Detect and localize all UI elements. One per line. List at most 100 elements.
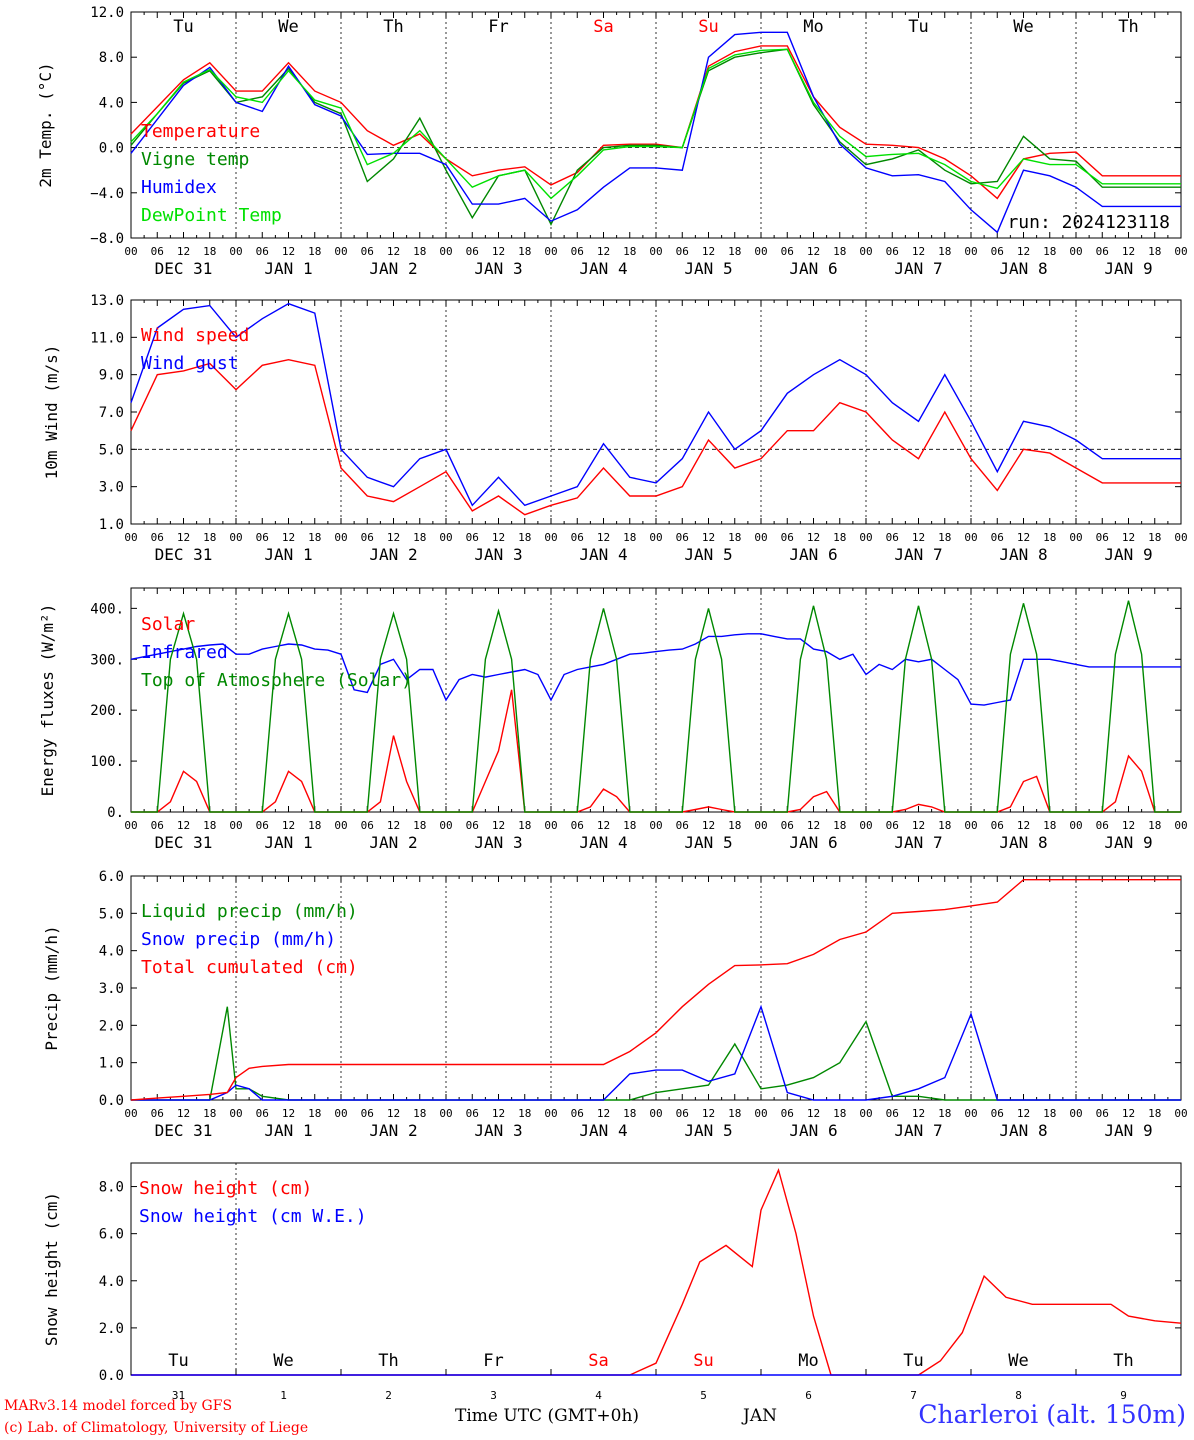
hour-tick-label: 00 <box>1069 245 1082 258</box>
hour-tick-label: 00 <box>439 245 452 258</box>
date-label: DEC 31 <box>155 1121 213 1140</box>
hour-tick-label: 00 <box>1069 819 1082 832</box>
hour-tick-label: 18 <box>728 1107 741 1120</box>
hour-tick-label: 12 <box>1122 245 1135 258</box>
day-number-label: 1 <box>280 1389 287 1402</box>
hour-tick-label: 06 <box>466 819 479 832</box>
hour-tick-label: 12 <box>1122 531 1135 544</box>
hour-tick-label: 18 <box>623 1107 636 1120</box>
date-label: JAN 9 <box>1104 833 1152 852</box>
hour-tick-label: 18 <box>938 819 951 832</box>
run-label: run: 2024123118 <box>1007 212 1170 233</box>
y-tick-label: 4.0 <box>99 944 124 960</box>
weekday-label: We <box>1013 17 1033 37</box>
date-label: JAN 6 <box>789 833 837 852</box>
weekday-label: Su <box>693 1351 713 1371</box>
hour-tick-label: 12 <box>1122 819 1135 832</box>
hour-tick-label: 00 <box>544 819 557 832</box>
hour-tick-label: 00 <box>229 245 242 258</box>
hour-tick-label: 00 <box>649 1107 662 1120</box>
hour-tick-label: 18 <box>1148 531 1161 544</box>
legend-entry: Total cumulated (cm) <box>141 957 358 978</box>
hour-tick-label: 12 <box>282 819 295 832</box>
date-label: JAN 6 <box>789 1121 837 1140</box>
date-label: JAN 6 <box>789 545 837 564</box>
hour-tick-label: 18 <box>728 819 741 832</box>
hour-tick-label: 06 <box>991 245 1004 258</box>
y-tick-label: 100. <box>90 754 124 770</box>
hour-tick-label: 06 <box>256 531 269 544</box>
hour-tick-label: 00 <box>859 819 872 832</box>
hour-tick-label: 06 <box>1096 531 1109 544</box>
hour-tick-label: 00 <box>544 531 557 544</box>
hour-tick-label: 06 <box>466 245 479 258</box>
y-tick-label: 12.0 <box>90 5 124 21</box>
hour-tick-label: 18 <box>203 819 216 832</box>
hour-tick-label: 18 <box>1148 245 1161 258</box>
date-label: JAN 2 <box>369 833 417 852</box>
hour-tick-label: 18 <box>1043 819 1056 832</box>
hour-tick-label: 18 <box>833 531 846 544</box>
hour-tick-label: 00 <box>1174 531 1187 544</box>
legend-entry: Wind gust <box>141 353 239 374</box>
y-axis-title: Precip (mm/h) <box>42 925 61 1050</box>
weekday-label: We <box>1008 1351 1028 1371</box>
y-tick-label: 8.0 <box>99 50 124 66</box>
date-label: JAN 6 <box>789 259 837 278</box>
panel-3: 00 06 12 18 00 06 12 18 00 06 12 18 00 06 12 18 00 06 12 18… <box>38 587 1188 852</box>
hour-tick-label: 00 <box>124 1107 137 1120</box>
hour-tick-label: 18 <box>728 531 741 544</box>
date-label: JAN 4 <box>579 259 627 278</box>
hour-tick-label: 00 <box>124 245 137 258</box>
hour-tick-label: 06 <box>256 245 269 258</box>
y-tick-label: 6.0 <box>99 869 124 885</box>
station-label: Charleroi (alt. 150m) <box>918 1400 1186 1429</box>
date-label: JAN 3 <box>474 833 522 852</box>
y-tick-label: 9.0 <box>99 368 124 384</box>
hour-tick-label: 18 <box>728 245 741 258</box>
hour-tick-label: 00 <box>754 1107 767 1120</box>
hour-tick-label: 00 <box>124 531 137 544</box>
hour-tick-label: 18 <box>203 245 216 258</box>
y-tick-label: 0.0 <box>99 141 124 157</box>
hour-tick-label: 00 <box>649 819 662 832</box>
day-number-label: 4 <box>595 1389 602 1402</box>
hour-tick-label: 18 <box>203 531 216 544</box>
hour-tick-label: 18 <box>518 819 531 832</box>
y-tick-label: 3.0 <box>99 981 124 997</box>
hour-tick-label: 12 <box>387 1107 400 1120</box>
date-label: JAN 5 <box>684 1121 732 1140</box>
legend-entry: Snow height (cm W.E.) <box>139 1206 367 1227</box>
hour-tick-label: 12 <box>492 531 505 544</box>
y-tick-label: 0. <box>107 805 124 821</box>
hour-tick-label: 00 <box>649 245 662 258</box>
hour-tick-label: 12 <box>387 531 400 544</box>
hour-tick-label: 06 <box>991 531 1004 544</box>
y-axis-title: Snow height (cm) <box>42 1192 61 1346</box>
hour-tick-label: 00 <box>754 531 767 544</box>
legend-entry: Snow precip (mm/h) <box>141 929 336 950</box>
hour-tick-label: 12 <box>597 1107 610 1120</box>
legend-entry: DewPoint Temp <box>141 205 282 226</box>
legend-entry: Infrared <box>141 642 228 663</box>
weekday-label: Th <box>1118 17 1138 37</box>
hour-tick-label: 12 <box>1017 245 1030 258</box>
series-line-humidex <box>130 31 1181 234</box>
hour-tick-label: 12 <box>702 531 715 544</box>
series-line-total-cumulated-cm- <box>130 879 1181 1101</box>
y-tick-label: 0.0 <box>99 1093 124 1109</box>
hour-tick-label: 12 <box>1017 531 1030 544</box>
day-number-label: 3 <box>490 1389 497 1402</box>
series-line-top-of-atmosphere-solar- <box>131 600 1181 813</box>
day-number-label: 8 <box>1015 1389 1022 1402</box>
hour-tick-label: 00 <box>964 819 977 832</box>
hour-tick-label: 06 <box>886 1107 899 1120</box>
hour-tick-label: 18 <box>1043 245 1056 258</box>
hour-tick-label: 12 <box>492 245 505 258</box>
legend-entry: Wind speed <box>141 325 249 346</box>
hour-tick-label: 00 <box>859 1107 872 1120</box>
hour-tick-label: 00 <box>754 245 767 258</box>
hour-tick-label: 00 <box>334 1107 347 1120</box>
y-tick-label: 7.0 <box>99 405 124 421</box>
date-label: JAN 3 <box>474 1121 522 1140</box>
